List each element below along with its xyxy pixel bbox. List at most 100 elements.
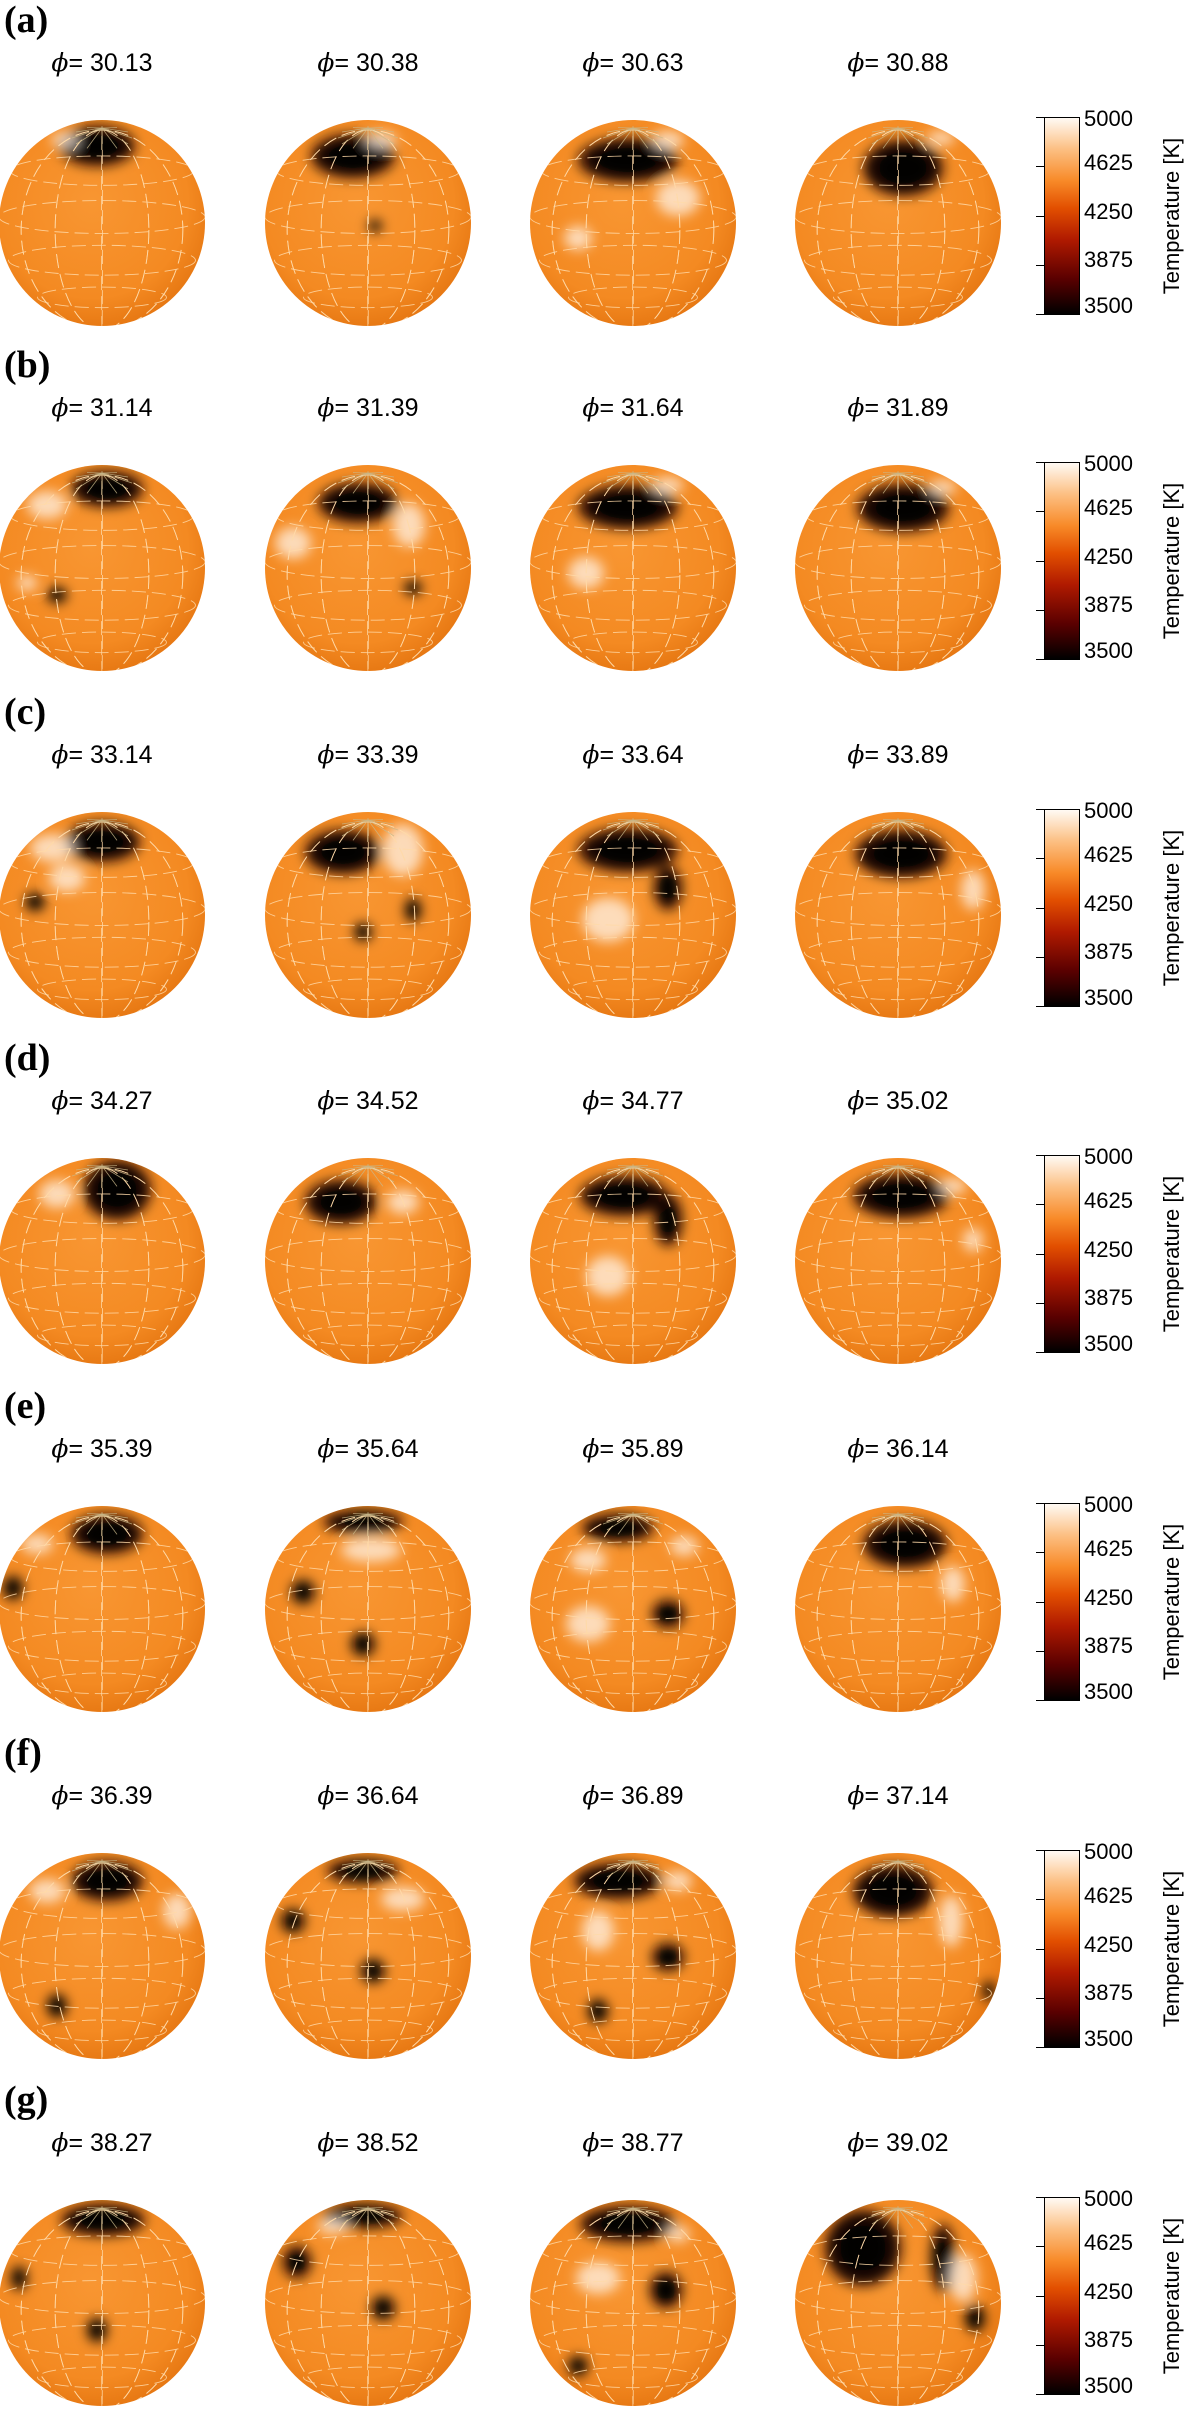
- phi-symbol: ϕ: [582, 1781, 599, 1810]
- colorbar-tick-mark: [1036, 957, 1044, 958]
- colorbar-tick-label: 5000: [1084, 108, 1133, 130]
- phase-value: 34.27: [90, 1087, 153, 1115]
- temperature-colorbar: [1044, 117, 1080, 315]
- phi-symbol: ϕ: [847, 1434, 864, 1463]
- star-surface-map: [528, 1156, 738, 1366]
- phi-symbol: ϕ: [582, 1434, 599, 1463]
- colorbar-tick-mark: [1036, 265, 1044, 266]
- phase-value: 35.89: [621, 1435, 684, 1463]
- colorbar-tick-label: 4625: [1084, 497, 1133, 519]
- star-surface-map: [0, 810, 207, 1020]
- equals-sign: =: [599, 1087, 621, 1115]
- phi-symbol: ϕ: [847, 48, 864, 77]
- phi-symbol: ϕ: [582, 1086, 599, 1115]
- equals-sign: =: [68, 1087, 90, 1115]
- phi-symbol: ϕ: [317, 1086, 334, 1115]
- colorbar-tick-mark: [1036, 809, 1044, 810]
- star-surface-map: [528, 118, 738, 328]
- phase-label: ϕ= 31.39: [268, 393, 468, 423]
- hot-spot: [582, 898, 634, 942]
- phase-label: ϕ= 36.14: [798, 1434, 998, 1464]
- colorbar-tick-label: 3500: [1084, 2375, 1133, 2397]
- temperature-colorbar: [1044, 809, 1080, 1007]
- phase-value: 39.02: [886, 2129, 949, 2157]
- phase-label: ϕ= 30.63: [533, 48, 733, 78]
- equals-sign: =: [864, 2129, 886, 2157]
- phase-label: ϕ= 33.89: [798, 740, 998, 770]
- phi-symbol: ϕ: [317, 393, 334, 422]
- phi-symbol: ϕ: [582, 48, 599, 77]
- panel-label: (d): [4, 1038, 50, 1078]
- phase-value: 34.77: [621, 1087, 684, 1115]
- colorbar-tick-label: 3875: [1084, 1287, 1133, 1309]
- colorbar-tick-mark: [1036, 1503, 1044, 1504]
- phase-value: 38.52: [356, 2129, 419, 2157]
- star-surface-map: [0, 1156, 207, 1366]
- star-surface-map: [793, 1504, 1003, 1714]
- phase-value: 30.88: [886, 49, 949, 77]
- colorbar-title: Temperature [K]: [1159, 483, 1185, 640]
- temperature-colorbar: [1044, 2197, 1080, 2395]
- star-surface-map: [528, 810, 738, 1020]
- equals-sign: =: [599, 1782, 621, 1810]
- colorbar-tick-mark: [1036, 1949, 1044, 1950]
- star-surface-map: [0, 118, 207, 328]
- colorbar-tick-mark: [1036, 1303, 1044, 1304]
- colorbar-tick-label: 5000: [1084, 1146, 1133, 1168]
- star-surface-map: [528, 1851, 738, 2061]
- hot-spot: [961, 870, 985, 910]
- equals-sign: =: [334, 1087, 356, 1115]
- colorbar-tick-label: 3500: [1084, 1333, 1133, 1355]
- colorbar-tick-label: 4250: [1084, 1239, 1133, 1261]
- colorbar-tick-mark: [1036, 1352, 1044, 1353]
- phi-symbol: ϕ: [847, 740, 864, 769]
- phase-label: ϕ= 36.39: [2, 1781, 202, 1811]
- hot-spot: [51, 132, 79, 148]
- colorbar-tick-mark: [1036, 1602, 1044, 1603]
- phase-label: ϕ= 35.02: [798, 1086, 998, 1116]
- colorbar-tick-label: 5000: [1084, 800, 1133, 822]
- equals-sign: =: [68, 49, 90, 77]
- phase-label: ϕ= 35.39: [2, 1434, 202, 1464]
- colorbar-tick-label: 4625: [1084, 152, 1133, 174]
- colorbar-tick-mark: [1036, 216, 1044, 217]
- phase-label: ϕ= 33.64: [533, 740, 733, 770]
- phase-label: ϕ= 38.27: [2, 2128, 202, 2158]
- colorbar-tick-mark: [1036, 511, 1044, 512]
- colorbar-tick-mark: [1036, 1155, 1044, 1156]
- panel-label: (e): [4, 1386, 46, 1426]
- phase-label: ϕ= 30.88: [798, 48, 998, 78]
- panel-label: (a): [4, 0, 48, 40]
- phase-label: ϕ= 31.89: [798, 393, 998, 423]
- equals-sign: =: [864, 394, 886, 422]
- phi-symbol: ϕ: [847, 393, 864, 422]
- colorbar-tick-mark: [1036, 117, 1044, 118]
- colorbar-tick-mark: [1036, 1006, 1044, 1007]
- star-surface-map: [263, 810, 473, 1020]
- hot-spot: [39, 1180, 75, 1208]
- phi-symbol: ϕ: [51, 48, 68, 77]
- star-surface-map: [793, 118, 1003, 328]
- colorbar-tick-mark: [1036, 2246, 1044, 2247]
- phi-symbol: ϕ: [317, 48, 334, 77]
- star-surface-map: [528, 463, 738, 673]
- equals-sign: =: [334, 741, 356, 769]
- phase-label: ϕ= 36.64: [268, 1781, 468, 1811]
- hot-spot: [929, 480, 957, 494]
- phase-value: 36.39: [90, 1782, 153, 1810]
- phi-symbol: ϕ: [582, 2128, 599, 2157]
- colorbar-title: Temperature [K]: [1159, 1871, 1185, 2028]
- phase-label: ϕ= 31.14: [2, 393, 202, 423]
- phi-symbol: ϕ: [51, 1434, 68, 1463]
- hot-spot: [927, 131, 955, 145]
- colorbar-tick-mark: [1036, 858, 1044, 859]
- colorbar-tick-label: 3875: [1084, 594, 1133, 616]
- phi-symbol: ϕ: [317, 2128, 334, 2157]
- colorbar-tick-label: 3875: [1084, 1635, 1133, 1657]
- star-surface-map: [793, 1156, 1003, 1366]
- temperature-colorbar: [1044, 462, 1080, 660]
